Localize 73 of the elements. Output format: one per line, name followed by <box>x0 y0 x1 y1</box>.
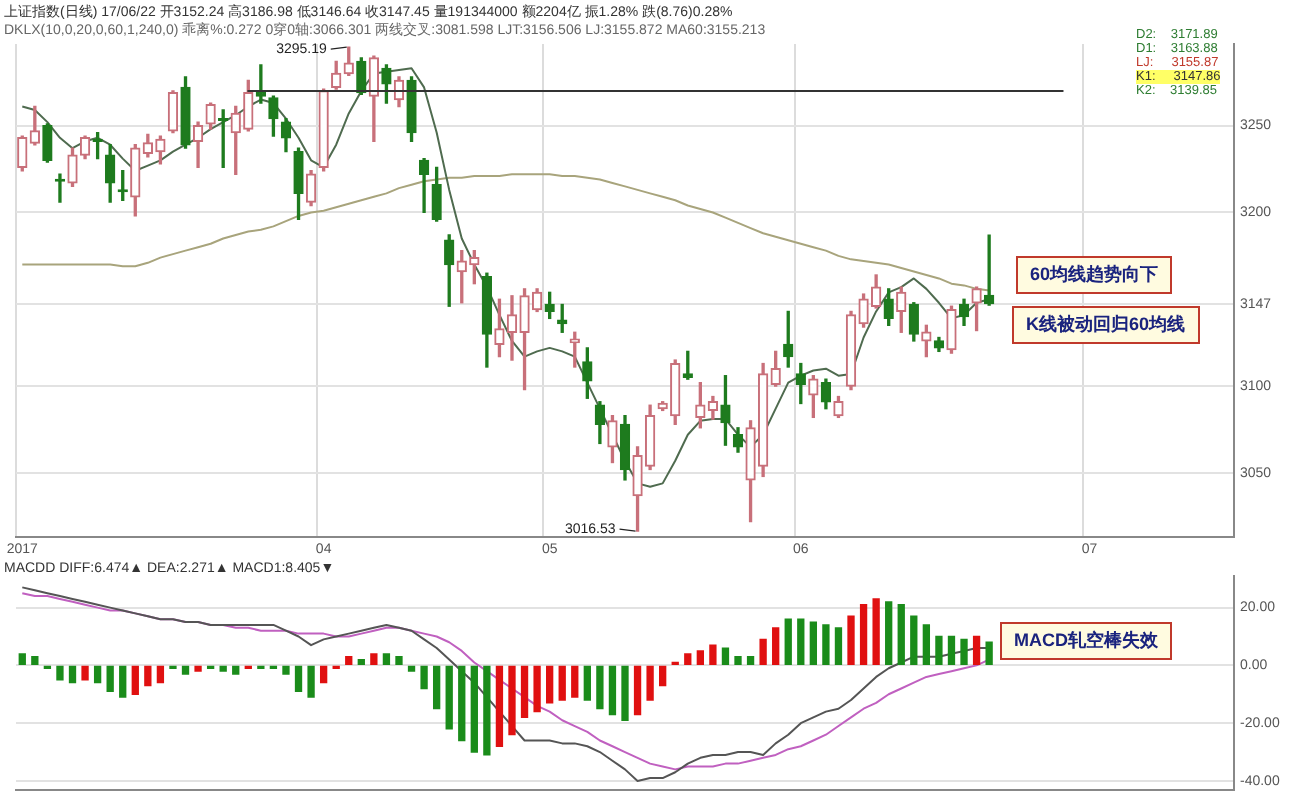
bar <box>31 656 39 666</box>
bar <box>759 638 767 666</box>
bar <box>357 658 365 666</box>
bar <box>972 635 981 666</box>
bar <box>935 635 943 666</box>
bar <box>558 665 566 701</box>
bar <box>18 653 26 666</box>
bar <box>407 665 416 672</box>
bar <box>696 650 704 666</box>
bar <box>508 665 516 736</box>
bar <box>470 665 478 753</box>
annotation: MACD轧空棒失效 <box>1000 622 1172 660</box>
bar <box>495 665 504 747</box>
bar <box>721 647 730 666</box>
bar <box>571 665 579 698</box>
bar <box>219 665 227 672</box>
bar <box>734 656 742 666</box>
bar <box>797 618 805 666</box>
bar <box>370 653 378 666</box>
bar <box>633 665 642 716</box>
bar <box>395 656 403 666</box>
bar <box>859 604 868 666</box>
bar <box>583 665 591 701</box>
annotation: 60均线趋势向下 <box>1016 256 1173 294</box>
bar <box>232 665 240 675</box>
bar <box>345 656 353 666</box>
bar <box>746 656 755 666</box>
bar <box>847 615 855 666</box>
bar <box>885 601 893 666</box>
bar <box>93 665 102 684</box>
bar <box>156 665 165 684</box>
bar <box>432 665 441 710</box>
bar <box>822 624 830 666</box>
bar <box>144 665 152 687</box>
bar <box>319 665 328 684</box>
bar <box>985 641 993 666</box>
bar <box>458 665 466 742</box>
bar <box>897 604 905 666</box>
bar <box>382 653 391 666</box>
bar <box>282 665 290 675</box>
bar <box>872 598 880 666</box>
bar <box>483 665 491 756</box>
bar <box>834 627 843 666</box>
bar <box>922 624 931 666</box>
bar <box>646 665 654 701</box>
bar <box>960 638 968 666</box>
bar <box>659 665 667 687</box>
bar <box>772 627 780 666</box>
bar <box>56 665 64 681</box>
bar <box>131 665 139 695</box>
bar <box>709 644 717 666</box>
bar <box>910 615 918 666</box>
bar <box>81 665 89 681</box>
bar <box>194 665 202 672</box>
bar <box>684 653 692 666</box>
bar <box>947 635 956 666</box>
bar <box>307 665 315 698</box>
bar <box>533 665 541 713</box>
bar <box>68 665 77 684</box>
bar <box>608 665 617 716</box>
bar <box>119 665 127 698</box>
bar <box>596 665 604 710</box>
bar <box>520 665 529 719</box>
bar <box>420 665 428 690</box>
bar <box>106 665 114 693</box>
bar <box>621 665 629 721</box>
annotation: K线被动回归60均线 <box>1012 306 1200 344</box>
bar <box>784 618 792 666</box>
bar <box>809 621 818 666</box>
bar <box>546 665 554 704</box>
bar <box>445 665 453 730</box>
bar <box>181 665 190 675</box>
bar <box>294 665 303 693</box>
